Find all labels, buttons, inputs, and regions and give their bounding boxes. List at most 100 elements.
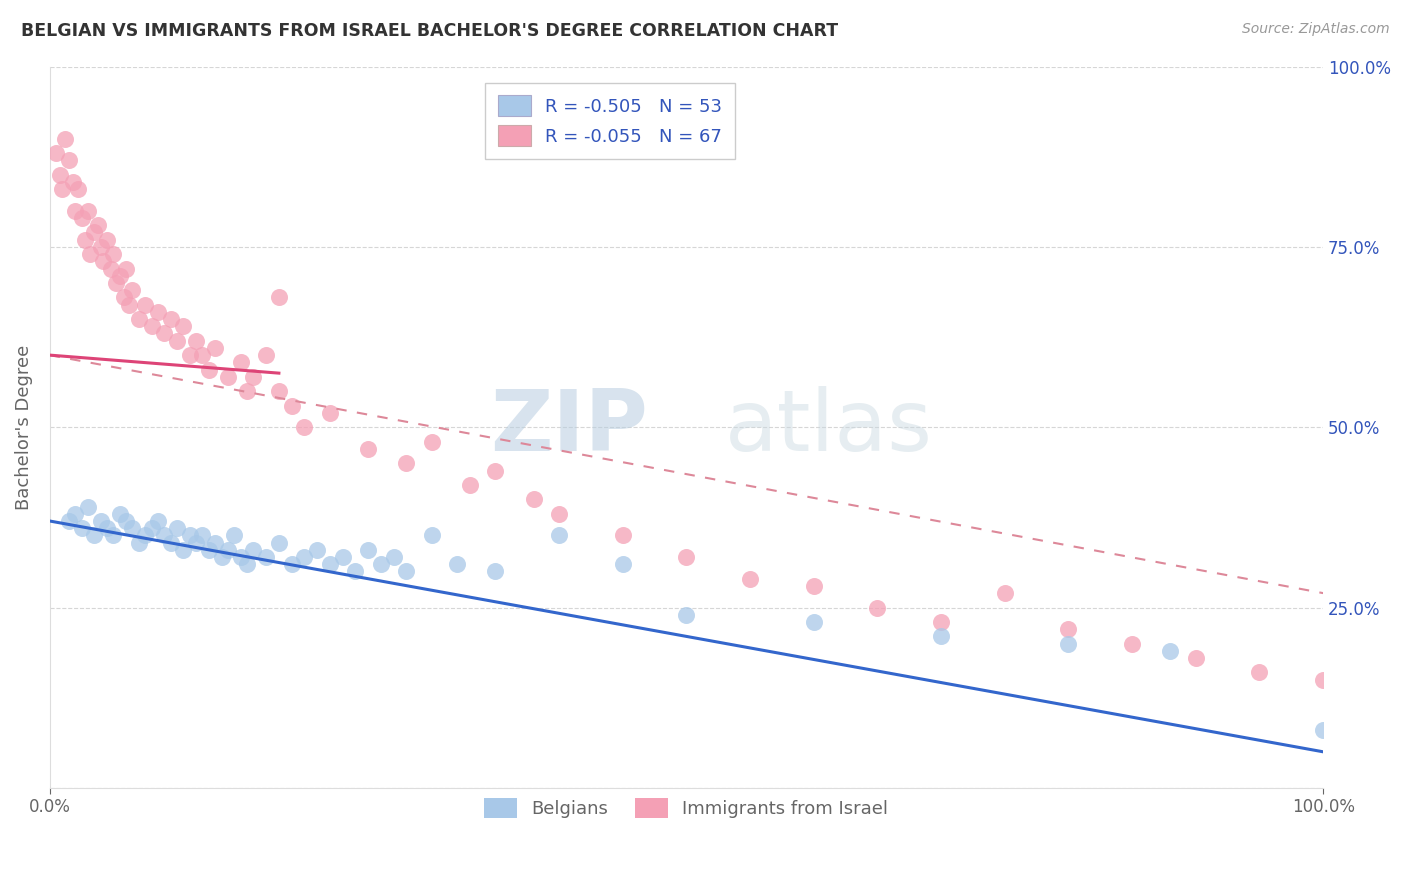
Point — [76, 500, 98, 514]
Point — [121, 283, 143, 297]
Point — [357, 542, 380, 557]
Point — [91, 254, 114, 268]
Point — [1312, 723, 1334, 738]
Point — [420, 528, 443, 542]
Point — [49, 168, 72, 182]
Point — [267, 290, 290, 304]
Point — [458, 478, 481, 492]
Point — [58, 153, 80, 168]
Point — [166, 521, 188, 535]
Point — [115, 261, 138, 276]
Point — [292, 420, 315, 434]
Point — [675, 607, 697, 622]
Text: ZIP: ZIP — [491, 385, 648, 468]
Point — [217, 542, 239, 557]
Point — [254, 550, 277, 565]
Point — [159, 535, 181, 549]
Y-axis label: Bachelor's Degree: Bachelor's Degree — [15, 344, 32, 510]
Point — [141, 319, 163, 334]
Point — [184, 535, 207, 549]
Point — [319, 406, 342, 420]
Point — [1249, 665, 1271, 680]
Point — [204, 535, 226, 549]
Point — [96, 521, 118, 535]
Point — [79, 247, 101, 261]
Point — [179, 528, 201, 542]
Point — [103, 528, 125, 542]
Point — [548, 507, 571, 521]
Point — [108, 507, 131, 521]
Point — [217, 369, 239, 384]
Text: BELGIAN VS IMMIGRANTS FROM ISRAEL BACHELOR'S DEGREE CORRELATION CHART: BELGIAN VS IMMIGRANTS FROM ISRAEL BACHEL… — [21, 22, 838, 40]
Point — [90, 240, 112, 254]
Point — [211, 550, 233, 565]
Point — [146, 305, 169, 319]
Point — [236, 558, 259, 572]
Point — [224, 528, 246, 542]
Point — [1159, 644, 1181, 658]
Point — [1312, 673, 1334, 687]
Point — [153, 326, 176, 341]
Point — [357, 442, 380, 456]
Point — [395, 456, 418, 470]
Point — [612, 528, 634, 542]
Point — [484, 565, 506, 579]
Point — [242, 542, 264, 557]
Point — [1184, 651, 1206, 665]
Point — [108, 268, 131, 283]
Point — [280, 399, 302, 413]
Point — [134, 528, 156, 542]
Point — [395, 565, 418, 579]
Point — [172, 542, 194, 557]
Point — [83, 226, 105, 240]
Point — [87, 219, 110, 233]
Point — [370, 558, 392, 572]
Point — [420, 434, 443, 449]
Point — [70, 211, 93, 225]
Point — [76, 203, 98, 218]
Point — [51, 182, 73, 196]
Point — [58, 514, 80, 528]
Point — [267, 535, 290, 549]
Text: atlas: atlas — [724, 385, 932, 468]
Point — [128, 312, 150, 326]
Point — [446, 558, 468, 572]
Point — [104, 276, 127, 290]
Point — [1121, 637, 1143, 651]
Point — [146, 514, 169, 528]
Point — [45, 146, 67, 161]
Point — [117, 297, 139, 311]
Point — [612, 558, 634, 572]
Point — [929, 615, 952, 629]
Point — [204, 341, 226, 355]
Point — [292, 550, 315, 565]
Point — [198, 362, 221, 376]
Text: Source: ZipAtlas.com: Source: ZipAtlas.com — [1241, 22, 1389, 37]
Point — [523, 492, 546, 507]
Point — [166, 334, 188, 348]
Point — [159, 312, 181, 326]
Point — [112, 290, 135, 304]
Point — [236, 384, 259, 399]
Legend: Belgians, Immigrants from Israel: Belgians, Immigrants from Israel — [477, 790, 896, 826]
Point — [382, 550, 405, 565]
Point — [90, 514, 112, 528]
Point — [548, 528, 571, 542]
Point — [675, 550, 697, 565]
Point — [994, 586, 1017, 600]
Point — [319, 558, 342, 572]
Point — [62, 175, 84, 189]
Point — [63, 203, 86, 218]
Point — [53, 132, 76, 146]
Point — [332, 550, 354, 565]
Point — [100, 261, 122, 276]
Point — [344, 565, 367, 579]
Point — [254, 348, 277, 362]
Point — [1057, 622, 1080, 636]
Point — [738, 572, 761, 586]
Point — [75, 233, 97, 247]
Point — [267, 384, 290, 399]
Point — [280, 558, 302, 572]
Point — [803, 579, 825, 593]
Point — [803, 615, 825, 629]
